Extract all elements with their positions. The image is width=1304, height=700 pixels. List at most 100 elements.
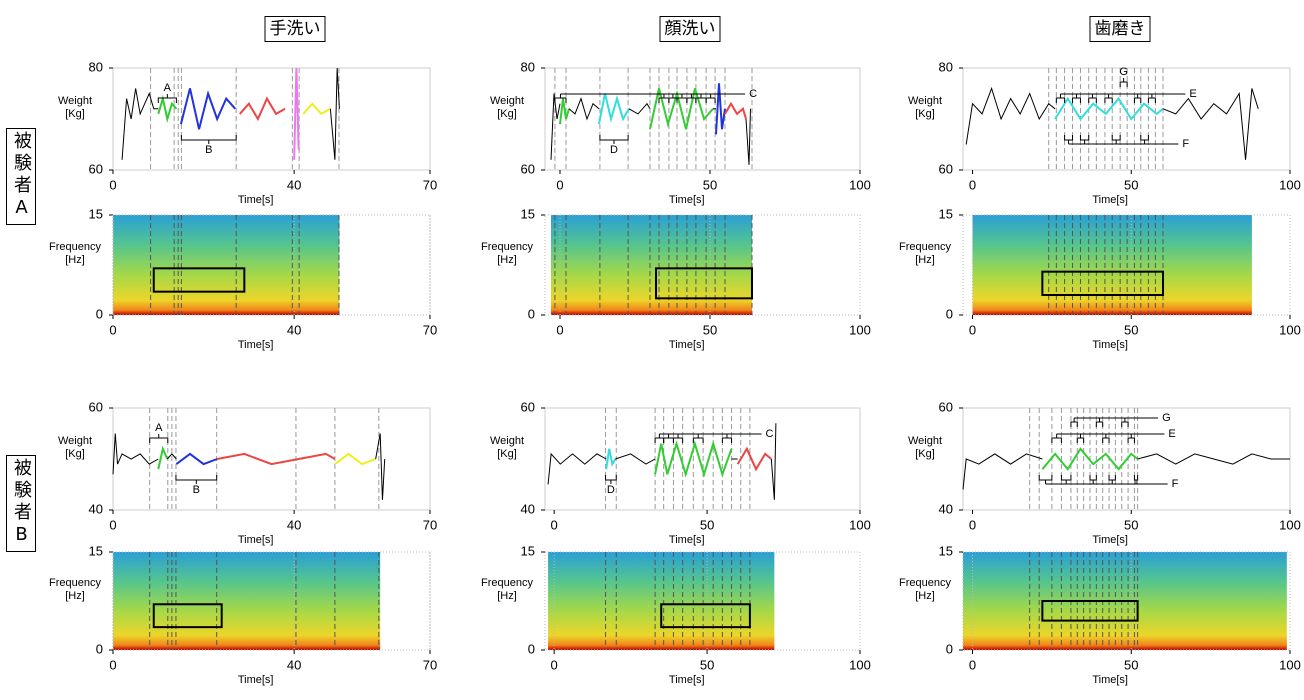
- x-tick-label: 0: [556, 322, 563, 337]
- x-axis-label: Time[s]: [238, 339, 274, 351]
- x-axis-label: Time[s]: [1092, 194, 1128, 206]
- weight-line: [605, 448, 617, 470]
- x-tick-label: 70: [423, 657, 437, 672]
- x-axis-label: Time[s]: [238, 674, 274, 686]
- y-axis-label: [Kg]: [65, 448, 85, 460]
- weight-line: [1054, 96, 1164, 121]
- weight-line: [715, 83, 726, 135]
- x-axis-label: Time[s]: [1092, 339, 1128, 351]
- weight-line: [1137, 453, 1290, 465]
- x-tick-label: 50: [1124, 322, 1138, 337]
- x-tick-label: 70: [423, 322, 437, 337]
- x-tick-label: 100: [849, 517, 871, 532]
- row-label: 被験者B: [6, 455, 36, 552]
- y-tick-label: 60: [89, 399, 103, 414]
- x-tick-label: 0: [109, 177, 116, 192]
- y-tick-label: 0: [96, 641, 103, 656]
- annotation-label: E: [1168, 428, 1175, 440]
- bracket: [1095, 418, 1104, 427]
- y-axis-label: Frequency: [899, 241, 951, 253]
- heatmap: [548, 552, 775, 650]
- annotation-label: D: [607, 484, 615, 496]
- x-tick-label: 50: [1124, 517, 1138, 532]
- bracket: [1147, 94, 1156, 103]
- y-tick-label: 60: [939, 399, 953, 414]
- bracket: [1133, 94, 1142, 103]
- frame: [962, 67, 1291, 171]
- y-tick-label: 60: [521, 161, 535, 176]
- y-tick-label: 15: [89, 543, 103, 558]
- bracket: [672, 434, 684, 443]
- y-axis-label: [Kg]: [497, 448, 517, 460]
- weight-line: [239, 96, 286, 122]
- y-tick-label: 0: [528, 306, 535, 321]
- x-tick-label: 50: [1124, 657, 1138, 672]
- x-axis-label: Time[s]: [669, 534, 705, 546]
- x-tick-label: 0: [969, 657, 976, 672]
- weight-line: [375, 433, 386, 500]
- y-axis-label: Weight: [490, 95, 524, 107]
- weight-line: [628, 102, 651, 115]
- bracket: [1072, 94, 1081, 103]
- weight-line: [179, 88, 237, 130]
- weight-line: [1041, 447, 1139, 471]
- bracket: [175, 475, 218, 484]
- bracket: [554, 94, 567, 103]
- x-tick-label: 50: [700, 517, 714, 532]
- weight-line: [559, 98, 570, 125]
- x-tick-label: 50: [703, 177, 717, 192]
- y-axis-label: [Hz]: [65, 254, 85, 266]
- annotation-label: G: [1119, 66, 1128, 78]
- x-tick-label: 40: [287, 322, 301, 337]
- annotation-label: G: [1162, 412, 1171, 424]
- y-axis-label: Frequency: [49, 241, 101, 253]
- bracket: [157, 94, 177, 103]
- y-axis-label: [Hz]: [915, 590, 935, 602]
- x-tick-label: 0: [969, 177, 976, 192]
- weight-line: [293, 67, 300, 160]
- y-tick-label: 0: [946, 641, 953, 656]
- highlight-box: [660, 603, 751, 629]
- bracket: [605, 475, 617, 484]
- frame: [962, 214, 1291, 316]
- highlight-box: [1041, 600, 1139, 622]
- heatmap: [551, 215, 752, 315]
- weight-line: [770, 423, 777, 500]
- y-axis-label: [Hz]: [915, 254, 935, 266]
- frame: [112, 214, 431, 316]
- y-tick-label: 40: [939, 501, 953, 516]
- weight-line: [654, 440, 733, 478]
- weight-line: [724, 101, 747, 120]
- y-axis-label: [Kg]: [915, 448, 935, 460]
- weight-line: [615, 453, 656, 465]
- y-tick-label: 0: [96, 306, 103, 321]
- x-tick-label: 100: [1279, 517, 1301, 532]
- x-tick-label: 0: [109, 657, 116, 672]
- annotation-label: C: [766, 428, 774, 440]
- y-tick-label: 0: [946, 306, 953, 321]
- x-tick-label: 50: [1124, 177, 1138, 192]
- annotation-label: B: [193, 484, 200, 496]
- annotation-label: A: [164, 82, 172, 94]
- annotation-label: B: [205, 144, 212, 156]
- bracket: [1076, 434, 1085, 443]
- weight-line: [112, 433, 159, 475]
- x-tick-label: 100: [849, 177, 871, 192]
- x-tick-label: 0: [551, 657, 558, 672]
- y-tick-label: 60: [89, 161, 103, 176]
- heatmap: [113, 215, 340, 315]
- bracket: [1102, 434, 1110, 443]
- weight-line: [745, 108, 751, 165]
- x-tick-label: 100: [849, 322, 871, 337]
- weight-line: [121, 88, 159, 160]
- column-header: 手洗い: [264, 16, 326, 42]
- y-tick-label: 15: [521, 206, 535, 221]
- x-tick-label: 0: [109, 322, 116, 337]
- bracket: [705, 94, 716, 103]
- bracket: [1038, 475, 1053, 484]
- y-axis-label: [Hz]: [497, 590, 517, 602]
- bracket: [1089, 475, 1097, 484]
- x-tick-label: 100: [1279, 177, 1301, 192]
- y-tick-label: 40: [89, 501, 103, 516]
